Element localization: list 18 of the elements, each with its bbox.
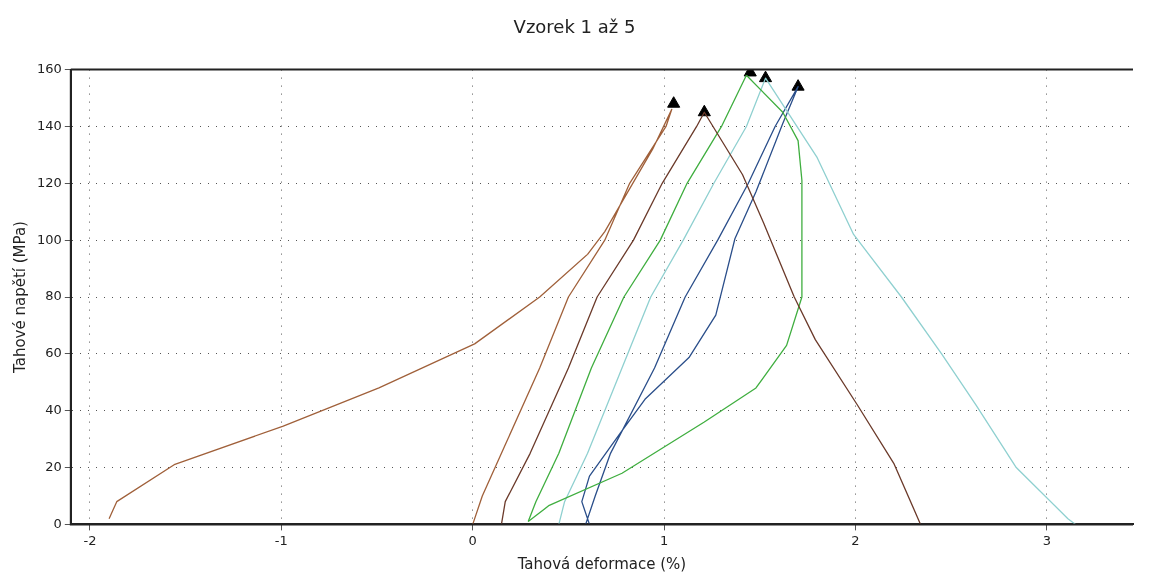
x-tick-label: 0 bbox=[468, 532, 477, 548]
y-tick-label: 0 bbox=[53, 515, 62, 531]
y-tick-label: 40 bbox=[45, 402, 62, 418]
y-tick-label: 100 bbox=[36, 231, 62, 247]
x-tick-label: 2 bbox=[851, 532, 860, 548]
chart-title: Vzorek 1 až 5 bbox=[513, 16, 636, 38]
x-tick-label: -2 bbox=[83, 532, 97, 548]
y-tick-label: 140 bbox=[36, 117, 62, 133]
y-tick-label: 160 bbox=[36, 60, 62, 76]
x-tick-label: 1 bbox=[659, 532, 669, 548]
x-tick-label: 3 bbox=[1042, 532, 1052, 548]
y-axis-title: Tahové napětí (MPa) bbox=[10, 221, 29, 374]
x-tick-label: -1 bbox=[274, 532, 288, 548]
y-tick-label: 60 bbox=[45, 345, 62, 361]
y-tick-label: 120 bbox=[36, 174, 62, 190]
y-tick-label: 80 bbox=[45, 288, 62, 304]
y-tick-label: 20 bbox=[45, 458, 62, 474]
x-axis-title: Tahová deformace (%) bbox=[516, 554, 687, 573]
